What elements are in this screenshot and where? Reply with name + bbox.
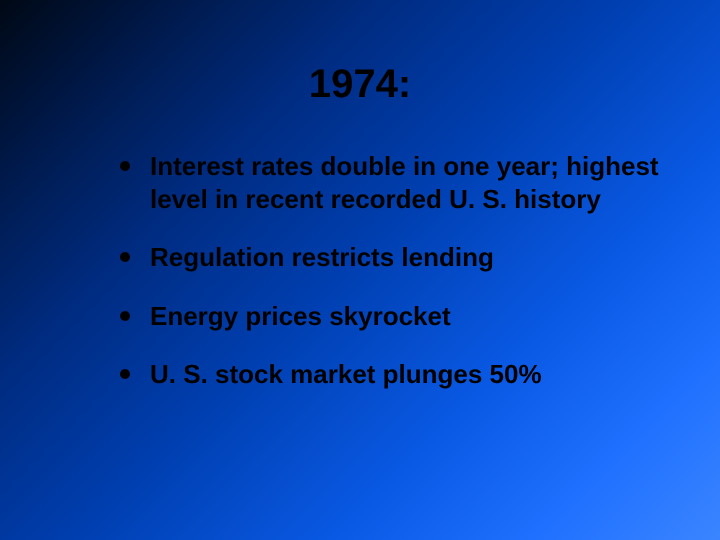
bullet-icon bbox=[120, 311, 130, 321]
bullet-icon bbox=[120, 369, 130, 379]
list-item: Regulation restricts lending bbox=[120, 241, 660, 274]
bullet-text: Energy prices skyrocket bbox=[150, 300, 660, 333]
slide-body: Interest rates double in one year; highe… bbox=[120, 150, 660, 417]
bullet-text: Interest rates double in one year; highe… bbox=[150, 150, 660, 215]
bullet-icon bbox=[120, 252, 130, 262]
bullet-icon bbox=[120, 161, 130, 171]
bullet-text: Regulation restricts lending bbox=[150, 241, 660, 274]
list-item: U. S. stock market plunges 50% bbox=[120, 358, 660, 391]
bullet-text: U. S. stock market plunges 50% bbox=[150, 358, 660, 391]
slide: 1974: Interest rates double in one year;… bbox=[0, 0, 720, 540]
slide-title: 1974: bbox=[0, 62, 720, 107]
list-item: Interest rates double in one year; highe… bbox=[120, 150, 660, 215]
list-item: Energy prices skyrocket bbox=[120, 300, 660, 333]
